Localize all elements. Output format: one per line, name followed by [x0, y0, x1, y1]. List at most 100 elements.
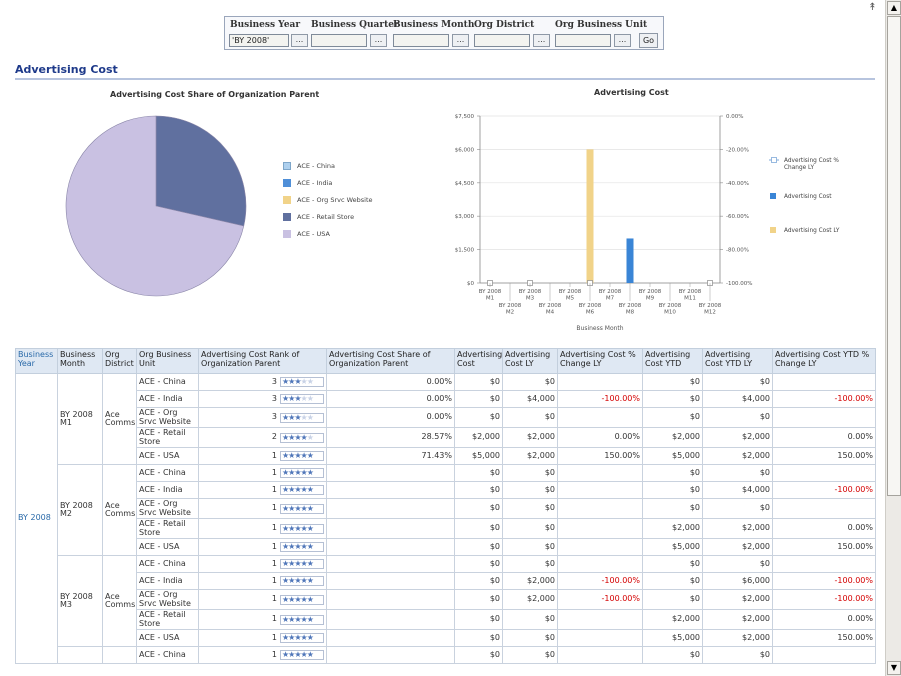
- star-filled-icon: ★: [282, 468, 289, 477]
- ytd-cell: $0: [642, 498, 703, 519]
- column-header[interactable]: Advertising Cost LY: [502, 348, 558, 374]
- business-quarter-browse-button[interactable]: ...: [370, 34, 387, 47]
- ytd-pct-change-cell: -100.00%: [772, 390, 876, 408]
- district-cell: Ace Comms: [102, 373, 137, 465]
- cost-cell: $0: [454, 629, 503, 647]
- rank-value: 1: [271, 484, 277, 494]
- x-tick-label: BY 2008: [499, 303, 522, 309]
- ytd-ly-cell: $0: [702, 498, 773, 519]
- share-cell: [326, 555, 455, 573]
- cost-ly-cell: $2,000: [502, 447, 558, 465]
- column-header[interactable]: Advertising Cost YTD % Change LY: [772, 348, 876, 374]
- column-header[interactable]: Org Business Unit: [136, 348, 199, 374]
- scrollbar-thumb[interactable]: [887, 16, 901, 496]
- legend-label: Advertising Cost: [784, 194, 832, 200]
- ytd-pct-change-cell: 0.00%: [772, 518, 876, 539]
- rank-cell: 1 ★★★★★: [198, 555, 327, 573]
- x-tick-label: M1: [486, 296, 494, 302]
- rank-value: 1: [271, 467, 277, 477]
- star-filled-icon: ★: [294, 559, 301, 568]
- rank-cell: 1 ★★★★★: [198, 481, 327, 499]
- business-quarter-input[interactable]: [311, 34, 367, 47]
- legend-swatch: [283, 230, 291, 238]
- column-header[interactable]: Advertising Cost % Change LY: [557, 348, 643, 374]
- column-header[interactable]: Org District: [102, 348, 137, 374]
- pie-legend-item: ACE - USA: [283, 230, 330, 238]
- star-filled-icon: ★: [294, 451, 301, 460]
- ytd-cell: $0: [642, 572, 703, 590]
- legend-marker-icon: [771, 157, 777, 163]
- rank-cell: 3 ★★★★★: [198, 407, 327, 428]
- ytd-pct-change-cell: 150.00%: [772, 538, 876, 556]
- star-filled-icon: ★: [306, 468, 314, 477]
- cost-ly-cell: $0: [502, 629, 558, 647]
- legend-swatch: [283, 196, 291, 204]
- unit-cell: ACE - Retail Store: [136, 427, 199, 448]
- cost-cell: $0: [454, 464, 503, 482]
- share-cell: 0.00%: [326, 373, 455, 391]
- x-tick-label: M9: [646, 296, 655, 302]
- rank-value: 1: [271, 450, 277, 460]
- org-business-unit-browse-button[interactable]: ...: [614, 34, 631, 47]
- org-business-unit-input[interactable]: [555, 34, 611, 47]
- table-row: ACE - Org Srvc Website 3 ★★★★★ 0.00% $0 $0 $0 $…: [16, 407, 876, 428]
- column-header[interactable]: Business Year: [15, 348, 58, 374]
- pct-change-cell: [557, 498, 643, 519]
- column-header[interactable]: Advertising Cost Share of Organization P…: [326, 348, 455, 374]
- rank-value: 1: [271, 649, 277, 659]
- star-filled-icon: ★: [288, 576, 295, 585]
- rank-wrap: 1 ★★★★★: [201, 451, 324, 461]
- star-rating-icon: ★★★★★: [280, 503, 324, 514]
- column-header[interactable]: Advertising Cost: [454, 348, 503, 374]
- star-filled-icon: ★: [288, 650, 295, 659]
- legend-swatch: [283, 213, 291, 221]
- column-header[interactable]: Advertising Cost YTD LY: [702, 348, 773, 374]
- legend-swatch: [283, 162, 291, 170]
- scroll-up-icon[interactable]: ▲: [887, 1, 901, 15]
- ytd-cell: $0: [642, 589, 703, 610]
- pct-change-cell: 150.00%: [557, 447, 643, 465]
- vertical-scrollbar[interactable]: ▲ ▼: [885, 0, 901, 676]
- column-header[interactable]: Business Month: [57, 348, 103, 374]
- business-month-browse-button[interactable]: ...: [452, 34, 469, 47]
- collapse-icon[interactable]: ↟: [868, 2, 877, 13]
- unit-cell: ACE - USA: [136, 538, 199, 556]
- pct-change-cell: [557, 538, 643, 556]
- star-rating-icon: ★★★★★: [280, 594, 324, 605]
- table-row: ACE - USA 1 ★★★★★ $0 $0 $5,000 $2,000 150.00%: [16, 538, 876, 556]
- business-year-browse-button[interactable]: ...: [291, 34, 308, 47]
- y-right-tick-label: -40.00%: [726, 181, 749, 187]
- go-button[interactable]: Go: [639, 33, 658, 48]
- unit-cell: ACE - USA: [136, 447, 199, 465]
- rank-cell: 1 ★★★★★: [198, 518, 327, 539]
- ytd-pct-change-cell: -100.00%: [772, 481, 876, 499]
- rank-wrap: 1 ★★★★★: [201, 503, 324, 514]
- org-district-browse-button[interactable]: ...: [533, 34, 550, 47]
- scroll-down-icon[interactable]: ▼: [887, 661, 901, 675]
- star-filled-icon: ★: [294, 633, 301, 642]
- pct-change-cell: [557, 464, 643, 482]
- star-filled-icon: ★: [300, 523, 308, 533]
- unit-cell: ACE - India: [136, 572, 199, 590]
- share-cell: [326, 572, 455, 590]
- share-cell: [326, 646, 455, 664]
- rank-value: 2: [271, 432, 277, 442]
- star-filled-icon: ★: [300, 503, 308, 513]
- x-tick-label: M6: [586, 310, 595, 316]
- table-row: ACE - India 1 ★★★★★ $0 $2,000 -100.00% $0 $6,00…: [16, 572, 876, 590]
- org-district-input[interactable]: [474, 34, 530, 47]
- legend-label: Advertising Cost LY: [784, 228, 840, 234]
- section-divider: [15, 78, 875, 80]
- bar: [626, 238, 634, 283]
- star-filled-icon: ★: [288, 451, 295, 460]
- cost-cell: $0: [454, 481, 503, 499]
- table-row: BY 2008 M3 Ace Comms ACE - China 1 ★★★★★ $0 $0…: [16, 555, 876, 647]
- star-filled-icon: ★: [306, 614, 314, 624]
- business-year-input[interactable]: 'BY 2008': [229, 34, 289, 47]
- prompt-label-business-year: Business Year: [230, 20, 301, 30]
- unit-cell: ACE - Retail Store: [136, 518, 199, 539]
- ytd-pct-change-cell: -100.00%: [772, 589, 876, 610]
- business-month-input[interactable]: [393, 34, 449, 47]
- column-header[interactable]: Advertising Cost Rank of Organization Pa…: [198, 348, 327, 374]
- column-header[interactable]: Advertising Cost YTD: [642, 348, 703, 374]
